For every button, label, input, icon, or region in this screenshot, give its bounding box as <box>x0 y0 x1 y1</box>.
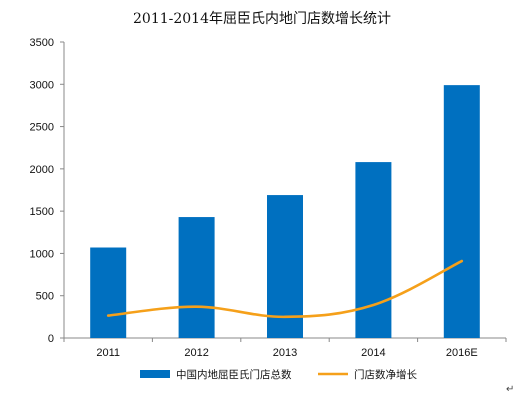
bar <box>178 217 215 338</box>
y-tick-label: 3500 <box>30 37 54 49</box>
y-tick-label: 1000 <box>30 248 54 260</box>
legend-swatch-bar <box>140 370 170 378</box>
x-tick-label: 2011 <box>96 347 120 359</box>
bar-series <box>90 85 480 338</box>
line-series <box>106 259 464 319</box>
x-axis: 2011 2012 2013 2014 2016E <box>63 337 507 359</box>
y-tick-label: 3000 <box>30 79 54 91</box>
y-tick-label: 2500 <box>30 122 54 134</box>
legend-label-line: 门店数净增长 <box>354 368 417 381</box>
chart-title: 2011-2014年屈臣氏内地门店数增长统计 <box>133 11 391 27</box>
y-tick-label: 2000 <box>30 164 54 176</box>
x-tick-label: 2012 <box>184 347 208 359</box>
paragraph-mark-glyph: ↵ <box>506 384 514 395</box>
bar <box>355 162 392 338</box>
bar <box>90 247 127 338</box>
y-tick-label: 1500 <box>30 206 54 218</box>
bar <box>267 195 303 338</box>
y-tick-label: 0 <box>48 333 54 345</box>
legend: 中国内地屈臣氏门店总数 门店数净增长 <box>140 368 417 381</box>
x-tick-label: 2013 <box>273 347 297 359</box>
bar <box>443 85 480 338</box>
x-tick-label: 2014 <box>361 347 385 359</box>
y-axis: 0 500 1000 1500 2000 2500 3000 3500 <box>30 37 65 345</box>
x-tick-label: 2016E <box>446 347 478 359</box>
y-tick-label: 500 <box>36 291 54 303</box>
legend-label-bar: 中国内地屈臣氏门店总数 <box>176 368 292 381</box>
